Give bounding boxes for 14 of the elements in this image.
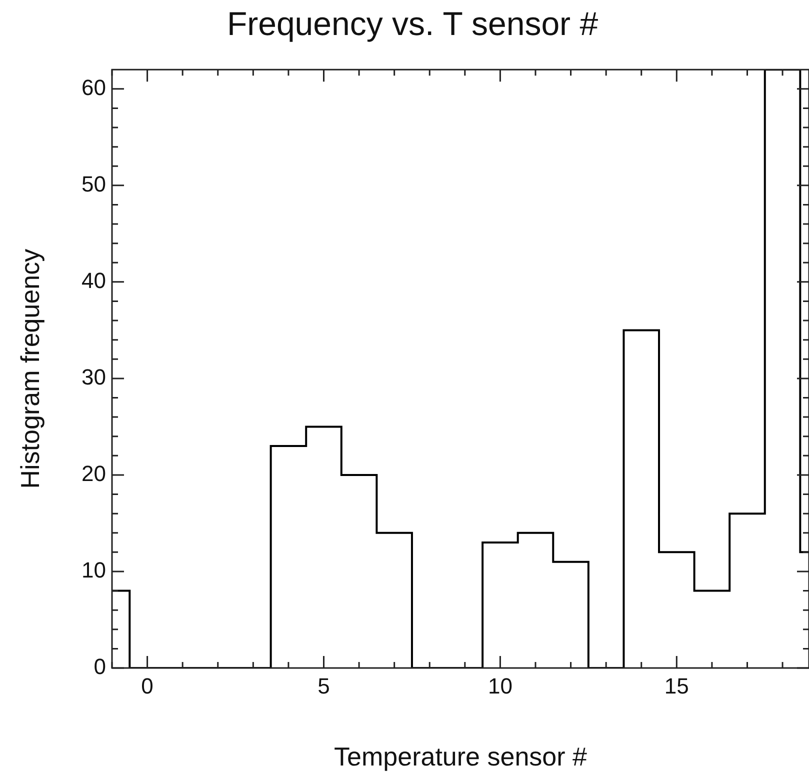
y-tick-label: 30: [82, 364, 106, 390]
x-tick-label: 10: [488, 673, 512, 698]
y-tick-label: 20: [82, 461, 106, 486]
y-tick-label: 10: [82, 558, 106, 583]
x-tick-label: 5: [318, 673, 330, 698]
x-tick-label: 15: [664, 673, 689, 698]
y-tick-label: 40: [82, 268, 106, 293]
x-tick-label: 0: [141, 673, 154, 698]
y-tick-label: 50: [82, 171, 106, 196]
y-tick-label: 60: [82, 74, 106, 100]
y-axis-title: Histogram frequency: [14, 248, 45, 489]
chart-title: Frequency vs. T sensor #: [226, 4, 599, 42]
x-axis-title: Temperature sensor #: [334, 742, 588, 772]
y-tick-label: 0: [94, 654, 106, 680]
